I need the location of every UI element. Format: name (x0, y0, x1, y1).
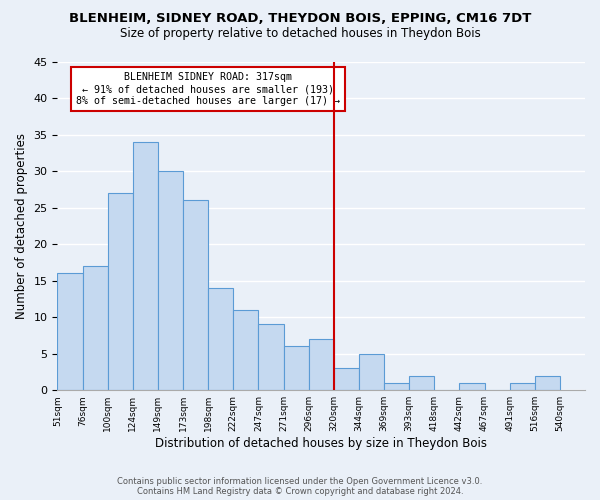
Bar (208, 288, 233, 390)
Bar (409, 376, 434, 390)
Text: Size of property relative to detached houses in Theydon Bois: Size of property relative to detached ho… (119, 28, 481, 40)
X-axis label: Distribution of detached houses by size in Theydon Bois: Distribution of detached houses by size … (155, 437, 487, 450)
Text: Contains HM Land Registry data © Crown copyright and database right 2024.: Contains HM Land Registry data © Crown c… (137, 487, 463, 496)
Bar (259, 324, 284, 390)
Bar (284, 346, 308, 390)
Bar (509, 383, 535, 390)
Text: BLENHEIM SIDNEY ROAD: 317sqm
← 91% of detached houses are smaller (193)
8% of se: BLENHEIM SIDNEY ROAD: 317sqm ← 91% of de… (76, 72, 340, 106)
Y-axis label: Number of detached properties: Number of detached properties (15, 133, 28, 319)
Bar (384, 383, 409, 390)
Bar (535, 376, 560, 390)
Bar (107, 193, 133, 390)
Bar (460, 383, 485, 390)
Text: BLENHEIM, SIDNEY ROAD, THEYDON BOIS, EPPING, CM16 7DT: BLENHEIM, SIDNEY ROAD, THEYDON BOIS, EPP… (69, 12, 531, 26)
Bar (183, 200, 208, 390)
Bar (308, 339, 334, 390)
Text: Contains public sector information licensed under the Open Government Licence v3: Contains public sector information licen… (118, 477, 482, 486)
Bar (233, 310, 259, 390)
Bar (83, 266, 107, 390)
Bar (359, 354, 384, 390)
Bar (158, 171, 183, 390)
Bar (133, 142, 158, 390)
Bar (334, 368, 359, 390)
Bar (58, 274, 83, 390)
